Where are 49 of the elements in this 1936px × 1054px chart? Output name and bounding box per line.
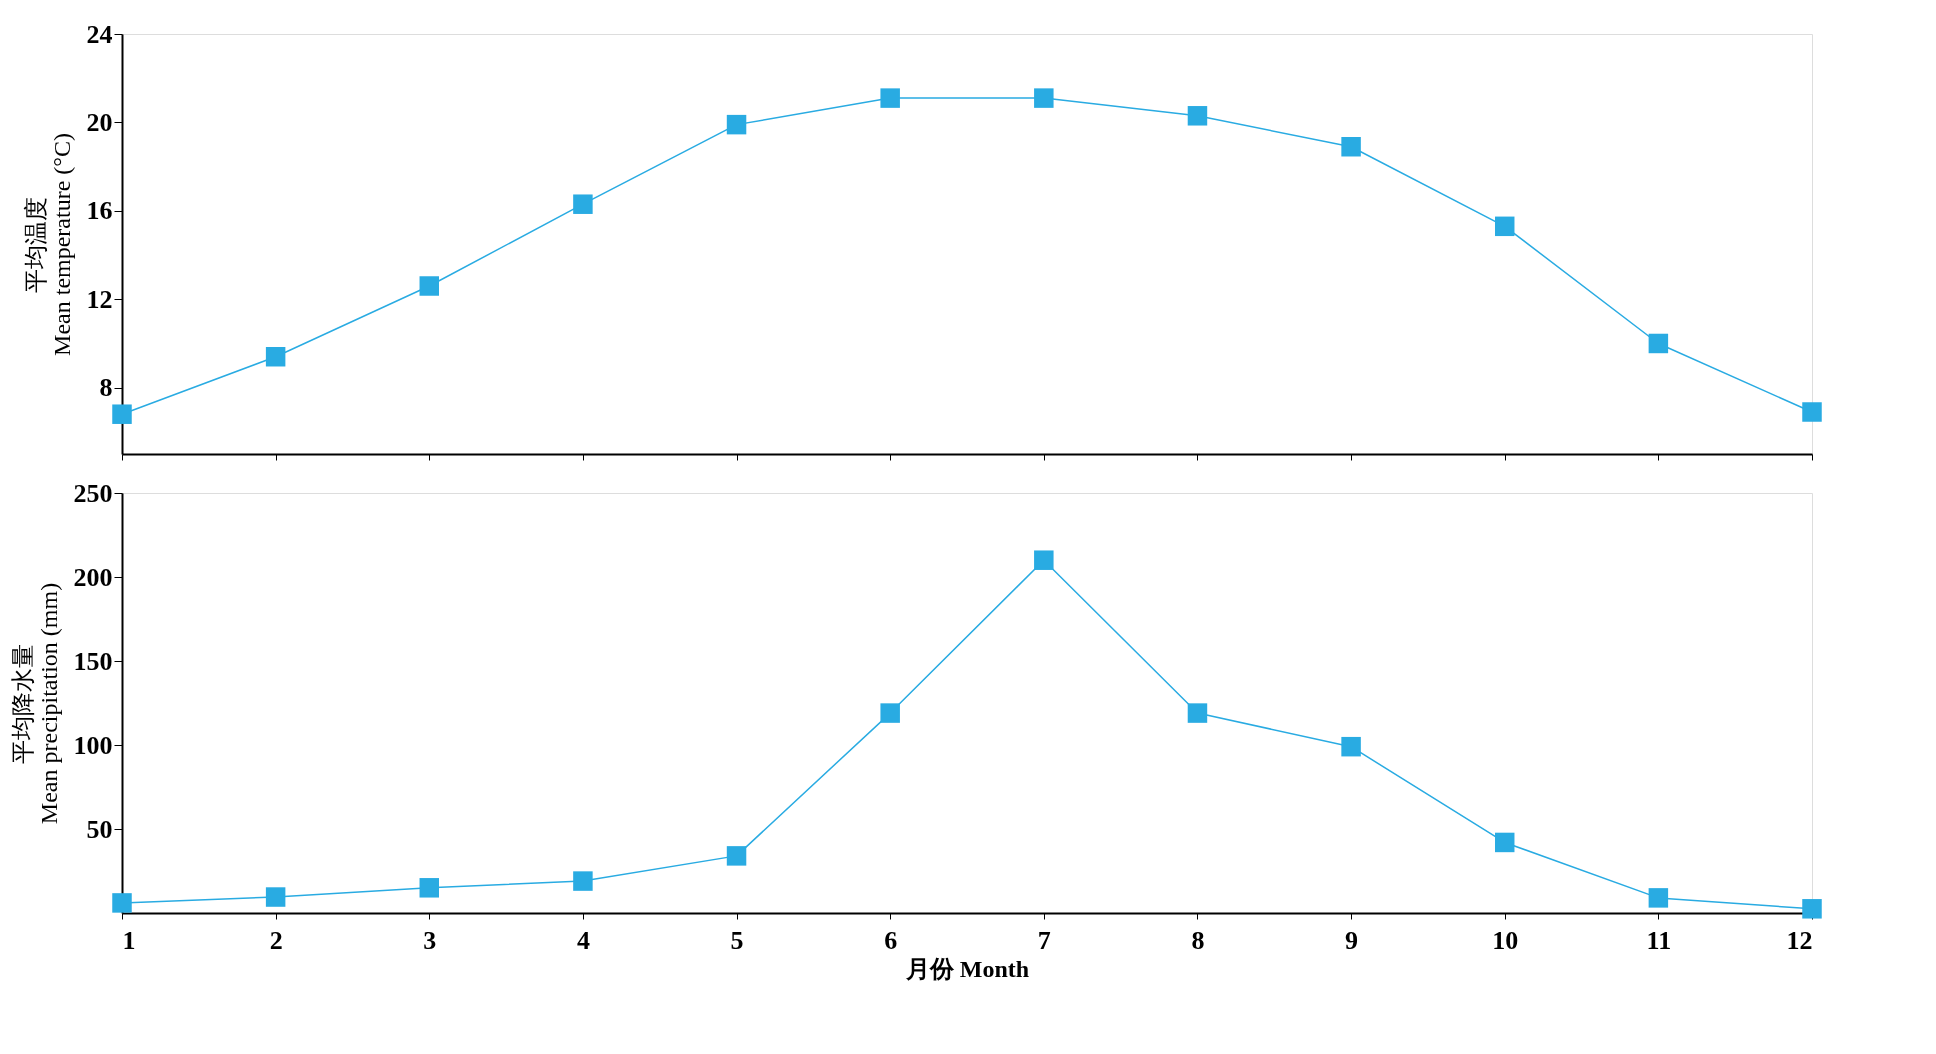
point	[726, 114, 747, 135]
point	[1802, 402, 1822, 422]
y-axis-title: 平均温度 Mean temperature (°C)	[22, 133, 75, 356]
point	[1034, 88, 1054, 108]
point	[1187, 106, 1208, 126]
point	[573, 871, 593, 891]
x-tick-label: 10	[1492, 925, 1519, 955]
x-tick-label: 1	[122, 925, 136, 955]
point	[880, 703, 900, 723]
point	[1494, 216, 1515, 237]
y-tick-label: 150	[73, 646, 113, 676]
point	[1341, 736, 1361, 757]
x-tick-label: 5	[730, 925, 744, 955]
point	[265, 887, 286, 907]
point	[726, 846, 747, 866]
x-tick-label: 11	[1646, 925, 1672, 955]
y-tick-label: 50	[86, 814, 113, 844]
point	[419, 276, 440, 296]
point	[265, 346, 286, 367]
x-tick-label: 12	[1786, 925, 1813, 955]
point	[1494, 832, 1515, 853]
y-tick-label: 250	[73, 478, 113, 508]
y-tick-label: 200	[73, 562, 113, 592]
x-axis-title: 月份 Month	[904, 955, 1030, 982]
point	[573, 194, 593, 214]
point	[1802, 899, 1822, 919]
y-tick-label: 12	[86, 284, 113, 314]
y-axis-title: 平均降水量 Mean precipitation (mm)	[9, 582, 62, 825]
x-tick-label: 9	[1345, 925, 1359, 955]
y-tick-label: 20	[86, 107, 113, 137]
x-tick-label: 4	[576, 925, 590, 955]
x-tick-label: 7	[1037, 925, 1051, 955]
y-tick-label: 8	[99, 373, 113, 403]
point	[1648, 333, 1669, 354]
x-tick-label: 6	[884, 925, 898, 955]
point	[1187, 703, 1208, 723]
point	[419, 878, 440, 898]
point	[112, 404, 132, 424]
point	[112, 893, 132, 913]
x-tick-label: 2	[269, 925, 283, 955]
y-tick-label: 100	[73, 730, 113, 760]
x-tick-label: 3	[423, 925, 437, 955]
point	[1034, 550, 1054, 570]
point	[1648, 888, 1669, 908]
y-tick-label: 24	[86, 19, 113, 49]
x-tick-label: 8	[1191, 925, 1205, 955]
point	[1341, 136, 1361, 157]
y-tick-label: 16	[86, 196, 113, 226]
point	[880, 88, 900, 108]
